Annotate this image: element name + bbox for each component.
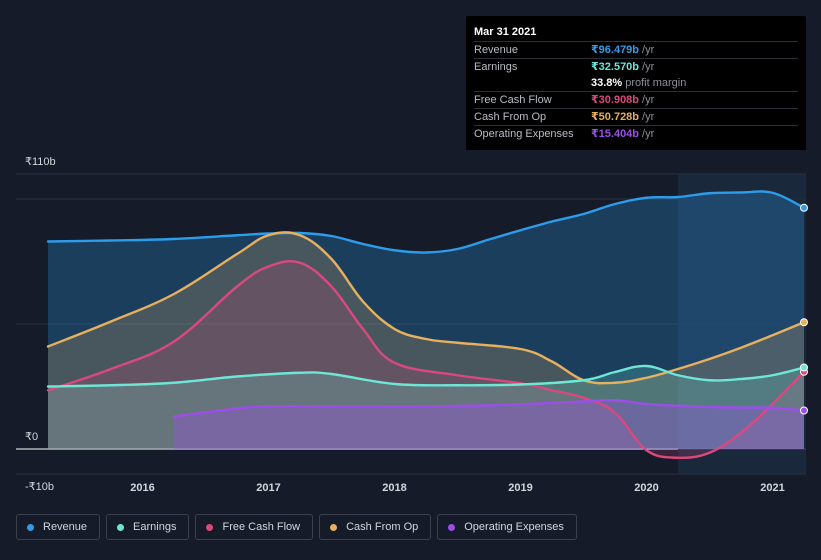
x-tick-label: 2016 — [130, 482, 154, 494]
tooltip-value: ₹32.570b — [591, 61, 640, 73]
x-tick-label: 2018 — [382, 482, 406, 494]
end-marker-operating-expenses — [800, 406, 808, 415]
x-tick-label: 2021 — [760, 482, 784, 494]
legend-label: Operating Expenses — [464, 521, 564, 533]
tooltip-label: Free Cash Flow — [474, 94, 552, 106]
tooltip-label: Earnings — [474, 61, 518, 73]
tooltip-row-profit-margin: 33.8% profit margin — [474, 75, 798, 91]
line-revenue — [46, 190, 806, 254]
y-axis-labels: ₹110b ₹0 -₹10b — [25, 156, 56, 493]
end-marker-earnings — [800, 363, 808, 372]
x-tick-label: 2017 — [256, 482, 280, 494]
forecast-highlight — [678, 174, 806, 474]
series-areas — [48, 191, 804, 458]
tooltip-row-earnings: Earnings ₹32.570b /yr — [474, 58, 798, 75]
legend-item-free-cash-flow[interactable]: Free Cash Flow — [195, 514, 314, 540]
legend-item-revenue[interactable]: Revenue — [16, 514, 101, 540]
tooltip-unit: /yr — [642, 44, 655, 56]
x-tick-label: 2020 — [634, 482, 658, 494]
profit-margin-label: profit margin — [625, 77, 687, 89]
series-end-markers — [800, 203, 808, 415]
area-operating-expenses — [174, 400, 804, 449]
legend-item-earnings[interactable]: Earnings — [106, 514, 190, 540]
tooltip-panel: Mar 31 2021 Revenue ₹96.479b /yr Earning… — [466, 16, 806, 150]
y-tick-label: ₹0 — [25, 431, 38, 443]
y-tick-label: ₹110b — [25, 156, 56, 168]
tooltip-row-cash-from-op: Cash From Op ₹50.728b /yr — [474, 108, 798, 125]
legend-dot-icon — [117, 523, 125, 531]
legend-label: Free Cash Flow — [222, 521, 301, 533]
legend-dot-icon — [27, 523, 34, 531]
chart-plot: ₹110b ₹0 -₹10b 2016 2017 2018 2019 2020 2021 — [16, 156, 808, 494]
end-marker-revenue — [800, 203, 808, 212]
x-tick-label: 2019 — [508, 482, 532, 494]
tooltip-value: ₹50.728b — [591, 111, 640, 123]
legend-dot-icon — [206, 523, 214, 531]
tooltip-row-operating-expenses: Operating Expenses ₹15.404b /yr — [474, 125, 798, 142]
legend-item-operating-expenses[interactable]: Operating Expenses — [437, 514, 577, 540]
tooltip-value: ₹96.479b — [591, 44, 640, 56]
profit-margin-value: 33.8% — [591, 77, 623, 89]
legend-dot-icon — [448, 523, 456, 531]
tooltip-unit: /yr — [642, 111, 655, 123]
tooltip-label: Operating Expenses — [474, 128, 574, 140]
legend-label: Revenue — [43, 521, 88, 533]
legend-label: Cash From Op — [346, 521, 419, 533]
tooltip-date: Mar 31 2021 — [474, 26, 537, 38]
gridlines — [16, 173, 806, 475]
tooltip-unit: /yr — [642, 94, 655, 106]
line-earnings — [46, 364, 806, 388]
line-cash-from-op — [46, 231, 806, 385]
highlight-region — [678, 174, 806, 474]
y-tick-label: -₹10b — [25, 481, 54, 493]
tooltip-label: Cash From Op — [474, 111, 547, 123]
tooltip-label: Revenue — [474, 44, 519, 56]
legend-item-cash-from-op[interactable]: Cash From Op — [319, 514, 432, 540]
legend-dot-icon — [330, 523, 338, 531]
tooltip-unit: /yr — [642, 128, 655, 140]
end-marker-cash-from-op — [800, 318, 808, 327]
legend-label: Earnings — [133, 521, 177, 533]
series-lines — [46, 190, 806, 460]
tooltip-row-revenue: Revenue ₹96.479b /yr — [474, 41, 798, 58]
area-revenue — [48, 191, 804, 450]
x-axis-labels: 2016 2017 2018 2019 2020 2021 — [130, 482, 784, 494]
legend: Revenue Earnings Free Cash Flow Cash Fro… — [16, 514, 577, 542]
tooltip-unit: /yr — [642, 61, 655, 73]
tooltip-value: ₹15.404b — [591, 128, 640, 140]
tooltip-value: ₹30.908b — [591, 94, 640, 106]
tooltip-row-free-cash-flow: Free Cash Flow ₹30.908b /yr — [474, 91, 798, 108]
line-free-cash-flow — [46, 260, 806, 460]
line-operating-expenses — [172, 398, 806, 418]
